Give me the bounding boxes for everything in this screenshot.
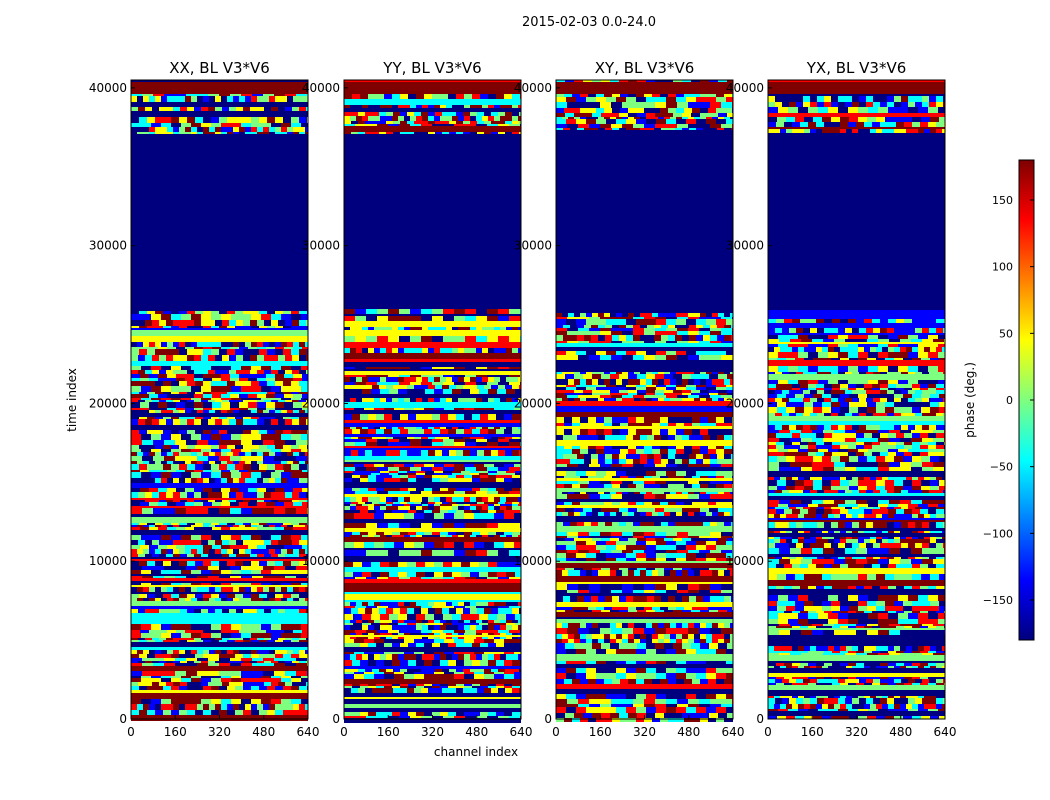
x-tick-label: 160 — [164, 725, 187, 739]
y-tick-label: 30000 — [89, 239, 127, 253]
y-tick-label: 40000 — [514, 81, 552, 95]
panel-title: YY, BL V3*V6 — [382, 59, 481, 77]
top-stripe — [556, 82, 733, 94]
panel-yx: YX, BL V3*V6 0 160 320 480 640 0 10000 20000 3000… — [726, 59, 957, 739]
x-tick-label: 160 — [801, 725, 824, 739]
colorbar-tick-label: −100 — [983, 527, 1013, 540]
y-tick-label: 40000 — [726, 81, 764, 95]
x-tick-label: 480 — [465, 725, 488, 739]
y-tick-label: 0 — [756, 712, 764, 726]
y-tick-label: 20000 — [302, 396, 340, 410]
colorbar-tick-label: 150 — [992, 194, 1013, 207]
y-tick-label: 20000 — [726, 396, 764, 410]
x-tick-label: 160 — [589, 725, 612, 739]
panel-yy: YY, BL V3*V6 0 160 320 480 640 0 10000 20000 3000… — [302, 59, 533, 739]
y-tick-label: 0 — [332, 712, 340, 726]
x-tick-label: 640 — [934, 725, 957, 739]
x-tick-label: 480 — [677, 725, 700, 739]
flagged-region — [131, 135, 308, 309]
x-tick-label: 320 — [421, 725, 444, 739]
figure-suptitle: 2015-02-03 0.0-24.0 — [522, 15, 656, 30]
flagged-region — [344, 135, 521, 309]
panels-group: XX, BL V3*V6 0 160 320 480 640 0 10000 20000 3000… — [89, 59, 957, 739]
y-tick-label: 40000 — [302, 81, 340, 95]
x-tick-label: 0 — [764, 725, 772, 739]
colorbar-label: phase (deg.) — [963, 362, 977, 438]
phase-texture — [556, 80, 733, 722]
flagged-region — [768, 135, 945, 309]
x-tick-label: 640 — [297, 725, 320, 739]
y-tick-label: 20000 — [514, 396, 552, 410]
y-tick-label: 20000 — [89, 396, 127, 410]
y-tick-label: 10000 — [726, 554, 764, 568]
phase-texture — [768, 80, 945, 719]
top-stripe — [768, 82, 945, 94]
colorbar-tick-label: 100 — [992, 261, 1013, 274]
y-tick-label: 10000 — [302, 554, 340, 568]
top-stripe — [131, 82, 308, 94]
x-tick-label: 640 — [510, 725, 533, 739]
panel-title: XX, BL V3*V6 — [169, 59, 270, 77]
y-axis-label: time index — [65, 368, 79, 432]
y-tick-label: 0 — [119, 712, 127, 726]
colorbar-tick-label: −150 — [983, 594, 1013, 607]
panel-title: XY, BL V3*V6 — [595, 59, 695, 77]
y-tick-label: 30000 — [514, 239, 552, 253]
flagged-region — [556, 135, 733, 309]
y-tick-label: 30000 — [302, 239, 340, 253]
x-tick-label: 320 — [208, 725, 231, 739]
panel-xx: XX, BL V3*V6 0 160 320 480 640 0 10000 20000 3000… — [89, 59, 320, 739]
x-axis-label: channel index — [434, 745, 518, 759]
panel-title: YX, BL V3*V6 — [806, 59, 907, 77]
x-tick-label: 320 — [633, 725, 656, 739]
panel-xy: XY, BL V3*V6 0 160 320 480 640 0 10000 20000 3000… — [514, 59, 745, 739]
y-tick-label: 0 — [544, 712, 552, 726]
y-tick-label: 40000 — [89, 81, 127, 95]
x-tick-label: 0 — [127, 725, 135, 739]
x-tick-label: 640 — [722, 725, 745, 739]
x-tick-label: 160 — [377, 725, 400, 739]
x-tick-label: 0 — [552, 725, 560, 739]
top-stripe — [344, 82, 521, 94]
x-tick-label: 480 — [889, 725, 912, 739]
colorbar: −150 −100 −50 0 50 100 150 — [983, 159, 1035, 641]
x-tick-label: 0 — [340, 725, 348, 739]
phase-texture — [131, 80, 308, 721]
colorbar-tick-label: 50 — [999, 327, 1013, 340]
y-tick-label: 10000 — [89, 554, 127, 568]
x-tick-label: 320 — [845, 725, 868, 739]
phase-texture — [344, 80, 521, 723]
x-tick-label: 480 — [252, 725, 275, 739]
y-tick-label: 10000 — [514, 554, 552, 568]
y-tick-label: 30000 — [726, 239, 764, 253]
colorbar-tick-label: −50 — [990, 461, 1013, 474]
colorbar-tick-label: 0 — [1006, 394, 1013, 407]
